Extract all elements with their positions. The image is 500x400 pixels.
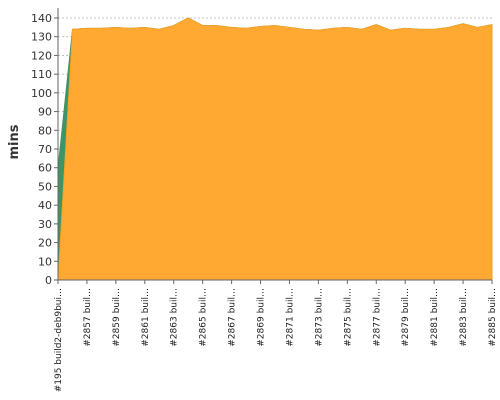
y-tick-label: 70 [38, 143, 52, 156]
axes [54, 8, 493, 284]
y-tick-label: 140 [31, 12, 52, 25]
y-tick-label: 60 [38, 162, 52, 175]
x-tick-label: #2871 buil… [285, 288, 295, 347]
y-tick-label: 130 [31, 31, 52, 44]
x-tick-label: #2857 buil… [83, 288, 93, 347]
y-tick-label: 110 [31, 68, 52, 81]
x-tick-label: #2879 buil… [401, 288, 411, 347]
x-tick-label: #2873 buil… [314, 288, 324, 347]
x-tick-label: #2869 buil… [257, 288, 267, 347]
x-tick-label: #2881 buil… [430, 288, 440, 347]
x-tick-label: #2883 buil… [459, 288, 469, 347]
y-tick-label: 0 [45, 274, 52, 287]
y-tick-label: 20 [38, 237, 52, 250]
y-tick-label: 120 [31, 49, 52, 62]
y-tick-label: 10 [38, 255, 52, 268]
y-tick-labels: 0 10 20 30 40 50 60 70 80 90 100 110 120 130 140 [31, 12, 52, 287]
x-tick-label: #2859 buil… [112, 288, 122, 347]
x-tick-label: #2877 buil… [372, 288, 382, 347]
series-areas [57, 17, 493, 281]
x-tick-label: #2863 buil… [170, 288, 180, 347]
y-tick-label: 100 [31, 87, 52, 100]
y-tick-label: 30 [38, 218, 52, 231]
x-tick-label: #195 build2-deb9bui… [54, 288, 64, 392]
y-tick-label: 80 [38, 124, 52, 137]
x-tick-labels: #195 build2-deb9bui… #2857 buil… #2859 bui… [54, 288, 498, 392]
x-tick-label: #2867 buil… [228, 288, 238, 347]
y-axis-label: mins [7, 124, 22, 159]
x-tick-label: #2885 buil… [488, 288, 498, 347]
y-tick-label: 50 [38, 180, 52, 193]
x-tick-label: #2861 buil… [141, 288, 151, 347]
y-tick-label: 90 [38, 106, 52, 119]
y-tick-label: 40 [38, 199, 52, 212]
x-tick-label: #2865 buil… [199, 288, 209, 347]
x-tick-label: #2875 buil… [343, 288, 353, 347]
series-area-1 [57, 17, 493, 281]
